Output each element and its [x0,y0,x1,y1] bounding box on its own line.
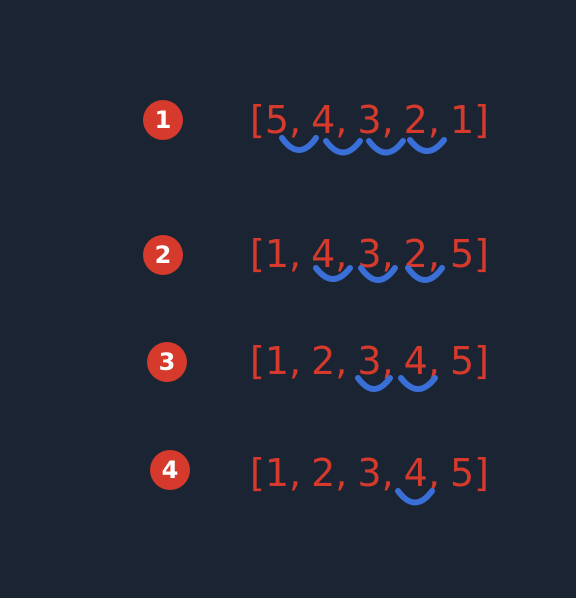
array-value: 1 [264,339,290,383]
step-number: 3 [158,348,176,376]
close-bracket: ] [474,339,489,383]
array-value: 2 [403,232,428,276]
open-bracket: [ [250,98,265,142]
separator: , [335,339,348,383]
separator: , [381,339,394,383]
array-value: 5 [264,98,290,142]
separator: , [381,232,394,276]
separator: , [289,339,302,383]
step-number: 4 [161,456,179,484]
separator: , [427,339,440,383]
array-value: 2 [403,98,428,142]
open-bracket: [ [250,451,265,495]
step-number: 2 [154,241,172,269]
array-value: 4 [311,98,336,142]
open-bracket: [ [250,232,265,276]
array-value: 2 [311,339,336,383]
array-value: 5 [449,232,475,276]
array-value: 5 [449,339,475,383]
array-value: 1 [449,98,475,142]
array-value: 1 [264,451,290,495]
array-value: 5 [449,451,475,495]
open-bracket: [ [250,339,265,383]
separator: , [381,451,394,495]
step-badge-2: 2 [143,235,183,275]
array-value: 1 [264,232,290,276]
array-step-2: [ 1 , 4 , 3 , 2 , 5 ] [250,229,489,279]
close-bracket: ] [474,451,489,495]
array-value: 3 [357,339,382,383]
array-value: 3 [357,232,382,276]
close-bracket: ] [474,98,489,142]
array-value: 3 [357,98,382,142]
step-badge-4: 4 [150,450,190,490]
separator: , [289,451,302,495]
separator: , [335,451,348,495]
separator: , [381,98,394,142]
step-badge-3: 3 [147,342,187,382]
array-value: 4 [311,232,336,276]
step-number: 1 [154,106,172,134]
separator: , [427,451,440,495]
array-value: 4 [403,451,428,495]
separator: , [427,98,440,142]
separator: , [289,232,302,276]
step-badge-1: 1 [143,100,183,140]
array-step-4: [ 1 , 2 , 3 , 4 , 5 ] [250,448,489,498]
separator: , [427,232,440,276]
array-value: 2 [311,451,336,495]
separator: , [335,98,348,142]
separator: , [289,98,302,142]
close-bracket: ] [474,232,489,276]
separator: , [335,232,348,276]
array-value: 4 [403,339,428,383]
array-step-3: [ 1 , 2 , 3 , 4 , 5 ] [250,336,489,386]
array-step-1: [ 5 , 4 , 3 , 2 , 1 ] [250,95,489,145]
array-value: 3 [357,451,382,495]
